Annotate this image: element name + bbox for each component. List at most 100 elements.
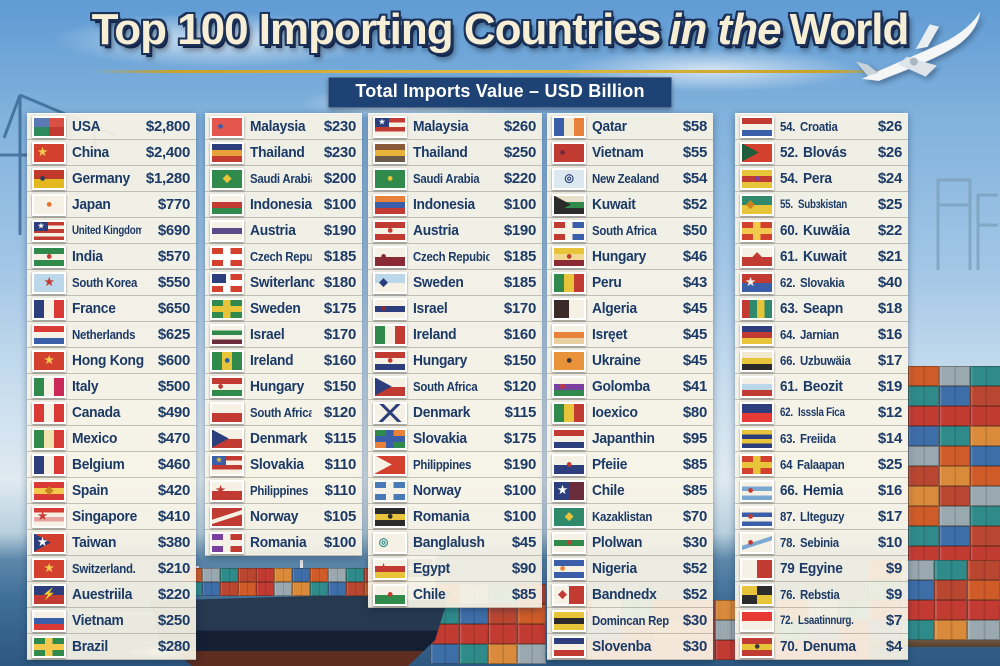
flag-emblem-icon: ◎ [564,172,574,184]
import-value: $2,800 [145,118,190,135]
flag-emblem-icon: ⚡ [42,588,56,600]
import-value: $230 [323,144,356,161]
flag-emblem-icon: ● [559,380,566,392]
country-name: Japan [72,196,111,213]
flag-emblem-icon: ● [747,536,754,548]
country-row: ◎ New Zealand $54 [547,166,713,192]
flag-icon [210,505,244,528]
flag-icon [740,115,774,138]
country-row: Algeria $45 [547,296,713,322]
country-name: Plolwan [592,534,643,551]
flag-icon: ◆ [373,271,407,294]
country-row: ● India $570 [27,244,196,270]
flag-icon [552,297,586,320]
flag-icon: ● [552,375,586,398]
country-row: ◆ 55. Subзkistan $25 [735,192,908,218]
country-row: ● Ukraine $45 [547,348,713,374]
flag-icon [373,323,407,346]
country-name: Indonesia [413,196,475,213]
country-name: South Africa [592,223,657,238]
import-value: $52 [682,560,707,577]
country-name: Denmark [250,430,308,447]
country-name: Japanthin [592,430,655,447]
country-row: ● Hungary $150 [205,374,362,400]
flag-icon: ● [373,167,407,190]
import-value: $55 [682,144,707,161]
country-row: ● Germany $1,280 [27,166,196,192]
country-row: 60. Kuwäia $22 [735,218,908,244]
flag-emblem-icon: ● [386,224,394,236]
country-name: Chile [592,482,625,499]
country-row: Italy $500 [27,374,196,400]
country-row: ◆ 61. Kuwait $21 [735,244,908,270]
country-name: Isręet [592,326,628,343]
country-name: Indonesia [250,196,312,213]
country-row: South Africa $50 [547,218,713,244]
country-rank: 61. [780,248,798,265]
import-value: $45 [682,300,707,317]
flag-icon [373,401,407,424]
import-value: $210 [157,560,190,577]
import-value: $46 [682,248,707,265]
import-value: $14 [877,430,902,447]
flag-icon [32,401,66,424]
country-row: ● Golomba $41 [547,374,713,400]
flag-icon [210,271,244,294]
country-row: ● 70. Denuma $4 [735,634,908,660]
import-value: $150 [503,352,536,369]
import-value: $85 [682,456,707,473]
flag-icon [552,635,586,658]
flag-icon [552,401,586,424]
country-name: Slovakia [250,456,304,473]
flag-icon: ★ [32,531,66,554]
country-row: Peru $43 [547,270,713,296]
country-name: Nigeria [592,560,637,577]
country-name: Denuma [802,638,856,655]
country-name: China [72,144,109,161]
flag-icon: ● [210,219,244,242]
import-value: $175 [323,300,356,317]
flag-emblem-icon: ● [753,172,761,184]
flag-icon: ★ [32,219,66,242]
country-name: Ioexico [592,404,638,421]
flag-icon [740,349,774,372]
flag-icon [210,297,244,320]
flag-icon: ● [552,349,586,372]
country-row: ★ China $2,400 [27,140,196,166]
country-name: Uzbuwäia [800,353,851,368]
flag-icon [552,193,586,216]
flag-emblem-icon: ★ [44,354,54,366]
country-row: ● 54. Pera $24 [735,166,908,192]
import-value: $2,400 [145,144,190,161]
flag-emblem-icon: ● [386,510,394,522]
import-value: $200 [323,170,356,187]
country-name: Kuwait [592,196,636,213]
country-name: Austria [250,222,296,239]
flag-icon [740,557,774,580]
flag-icon [373,453,407,476]
flag-icon: ★ [32,557,66,580]
country-row: Belgium $460 [27,452,196,478]
flag-icon: ★ [32,141,66,164]
import-value: $250 [503,144,536,161]
country-name: Beozit [802,378,843,395]
flag-icon [373,427,407,450]
flag-emblem-icon: ★ [44,562,54,574]
country-row: Switerland $180 [205,270,362,296]
flag-emblem-icon: ◆ [379,276,388,288]
country-name: Pera [802,170,832,187]
flag-icon: ◎ [373,531,407,554]
import-value: $460 [157,456,190,473]
country-name: Sweden [413,274,464,291]
flag-emblem-icon: ● [217,120,224,132]
flag-emblem-icon: ● [565,354,573,366]
flag-icon [740,219,774,242]
flag-emblem-icon: ★ [37,536,48,548]
flag-icon: ● [552,141,586,164]
flag-emblem-icon: ● [45,198,53,210]
subtitle-banner: Total Imports Value – USD Billion [328,77,672,108]
flag-emblem-icon: ◎ [378,536,389,548]
country-name: Lsaatinnurg. [798,614,854,627]
country-name: Canada [72,404,121,421]
flag-icon: ◆ [552,505,586,528]
